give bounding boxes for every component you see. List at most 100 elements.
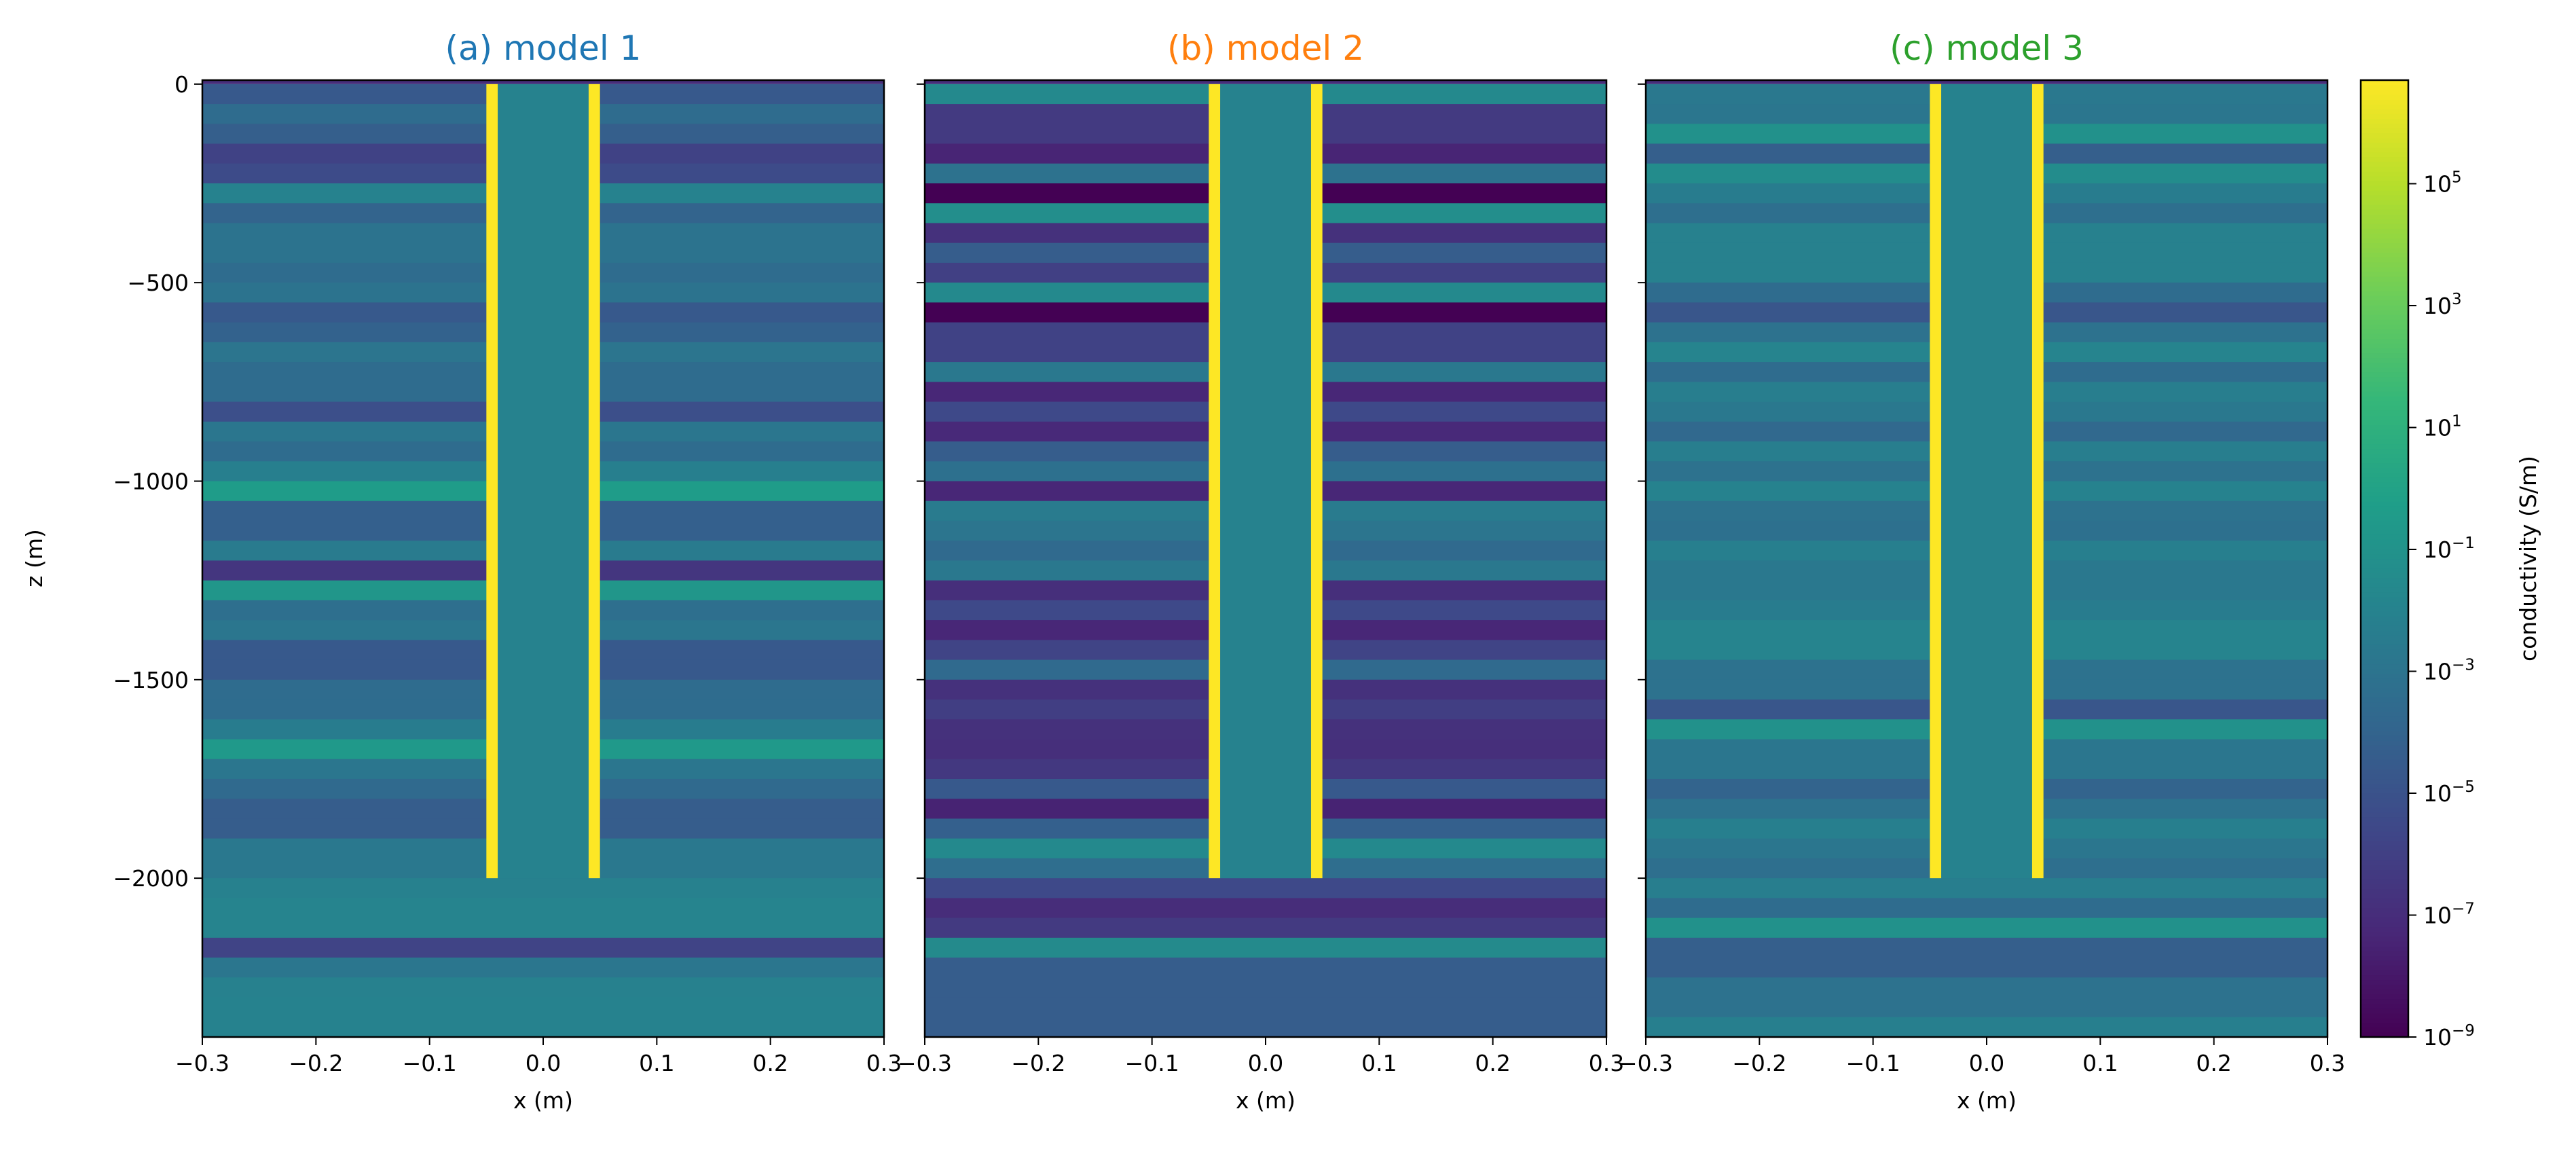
colorbar-segment [2361, 903, 2408, 909]
colorbar-segment [2361, 381, 2408, 387]
colorbar-segment [2361, 970, 2408, 976]
colorbar-segment [2361, 644, 2408, 650]
panels: −0.3 −0.2 −0.1 0.0 0.1 0.2 0.3 0 −500 −1000 −1500 −… [113, 29, 2345, 1114]
panel-3: −0.3 −0.2 −0.1 0.0 0.1 0.2 0.3 x (m) (c) model 3 [1619, 29, 2345, 1114]
colorbar-segment [2361, 936, 2408, 942]
colorbar-segment [2361, 606, 2408, 612]
colorbar-segment [2361, 625, 2408, 631]
colorbar-segment [2361, 960, 2408, 966]
colorbar-segment [2361, 424, 2408, 430]
colorbar-segment [2361, 271, 2408, 277]
colorbar-segment [2361, 343, 2408, 349]
colorbar-segment [2361, 659, 2408, 665]
colorbar-segment [2361, 932, 2408, 937]
colorbar-segment [2361, 462, 2408, 469]
colorbar-segment [2361, 104, 2408, 109]
tick-base: 10 [2423, 293, 2452, 319]
colorbar-segment [2361, 386, 2408, 392]
colorbar-segment [2361, 951, 2408, 956]
colorbar-segment [2361, 166, 2408, 172]
colorbar-segment [2361, 180, 2408, 186]
colorbar-segment [2361, 611, 2408, 617]
colorbar-tick-label: 10−3 [2423, 656, 2475, 685]
x-tick-label: −0.1 [1846, 1050, 1900, 1076]
colorbar-segment [2361, 295, 2408, 301]
x-axis-label: x (m) [1957, 1087, 2017, 1114]
colorbar-segment [2361, 687, 2408, 693]
tick-base: 10 [2423, 1024, 2452, 1051]
colorbar-segment [2361, 439, 2408, 445]
colorbar-segment [2361, 285, 2408, 291]
colorbar-segment [2361, 596, 2408, 602]
tick-base: 10 [2423, 414, 2452, 441]
colorbar-segment [2361, 860, 2408, 865]
tick-exponent: 1 [2452, 412, 2462, 430]
layer-band [202, 898, 884, 919]
x-tick-label: 0.1 [1361, 1050, 1397, 1076]
colorbar-segment [2361, 702, 2408, 708]
colorbar-segment [2361, 553, 2408, 560]
tick-base: 10 [2423, 902, 2452, 928]
colorbar-segment [2361, 807, 2408, 813]
colorbar-segment [2361, 429, 2408, 435]
colorbar-segment [2361, 587, 2408, 593]
colorbar-segment [2361, 496, 2408, 502]
layer-band [1646, 917, 2327, 939]
colorbar-segment [2361, 443, 2408, 450]
colorbar-segment [2361, 501, 2408, 507]
colorbar-segment [2361, 362, 2408, 368]
colorbar-segment [2361, 94, 2408, 100]
colorbar-segment [2361, 577, 2408, 583]
colorbar-frame [2359, 79, 2410, 1038]
colorbar-segment [2361, 678, 2408, 684]
tick-exponent: 3 [2452, 291, 2462, 308]
above-surface-band [1646, 80, 2327, 84]
colorbar-segment [2361, 721, 2408, 727]
colorbar-segment [2361, 874, 2408, 880]
colorbar-segment [2361, 965, 2408, 970]
colorbar-segment [2361, 261, 2408, 268]
colorbar-segment [2361, 99, 2408, 105]
colorbar-tick-label: 10−5 [2423, 778, 2475, 807]
colorbar-segment [2361, 816, 2408, 822]
colorbar-segment [2361, 654, 2408, 660]
x-tick-label: −0.3 [1619, 1050, 1673, 1076]
layer-band [202, 1017, 884, 1038]
colorbar-segment [2361, 797, 2408, 803]
x-tick-label: 0.2 [2196, 1050, 2231, 1076]
colorbar-segment [2361, 582, 2408, 588]
x-tick-label: −0.2 [289, 1050, 343, 1076]
colorbar-segment [2361, 420, 2408, 425]
colorbar-segment [2361, 515, 2408, 521]
colorbar-segment [2361, 467, 2408, 473]
colorbar-segment [2361, 142, 2408, 148]
colorbar-segment [2361, 257, 2408, 263]
colorbar-segment [2361, 879, 2408, 885]
colorbar-segment [2361, 204, 2408, 210]
x-tick-label: −0.2 [1732, 1050, 1786, 1076]
colorbar-segment [2361, 1027, 2408, 1033]
layer-band [1646, 937, 2327, 958]
colorbar-segment [2361, 917, 2408, 923]
colorbar-segment [2361, 290, 2408, 296]
x-tick-label: 0.2 [1475, 1050, 1510, 1076]
tick-base: 10 [2423, 536, 2452, 563]
x-tick-label: 0.0 [526, 1050, 561, 1076]
colorbar-segment [2361, 390, 2408, 397]
layer-band [202, 997, 884, 1018]
layer-band [1646, 958, 2327, 978]
colorbar-segment [2361, 534, 2408, 540]
colorbar-segment [2361, 209, 2408, 215]
colorbar-segment [2361, 1003, 2408, 1009]
colorbar-tick-label: 103 [2423, 291, 2462, 319]
colorbar-segment [2361, 831, 2408, 837]
layer-band [202, 917, 884, 939]
colorbar-segment [2361, 621, 2408, 626]
colorbar-segment [2361, 85, 2408, 90]
colorbar-segment [2361, 357, 2408, 363]
tick-exponent: −5 [2452, 778, 2475, 796]
colorbar-tick-label: 10−7 [2423, 900, 2475, 928]
colorbar-segment [2361, 884, 2408, 890]
colorbar-segment [2361, 826, 2408, 832]
